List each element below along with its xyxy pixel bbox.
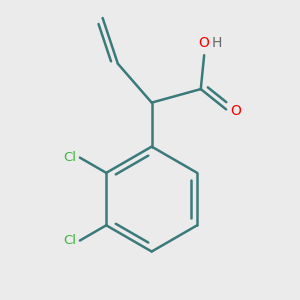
Text: O: O [199,36,210,50]
Text: Cl: Cl [64,234,76,247]
Text: O: O [230,104,242,118]
Text: Cl: Cl [64,151,76,164]
Text: H: H [212,36,222,50]
